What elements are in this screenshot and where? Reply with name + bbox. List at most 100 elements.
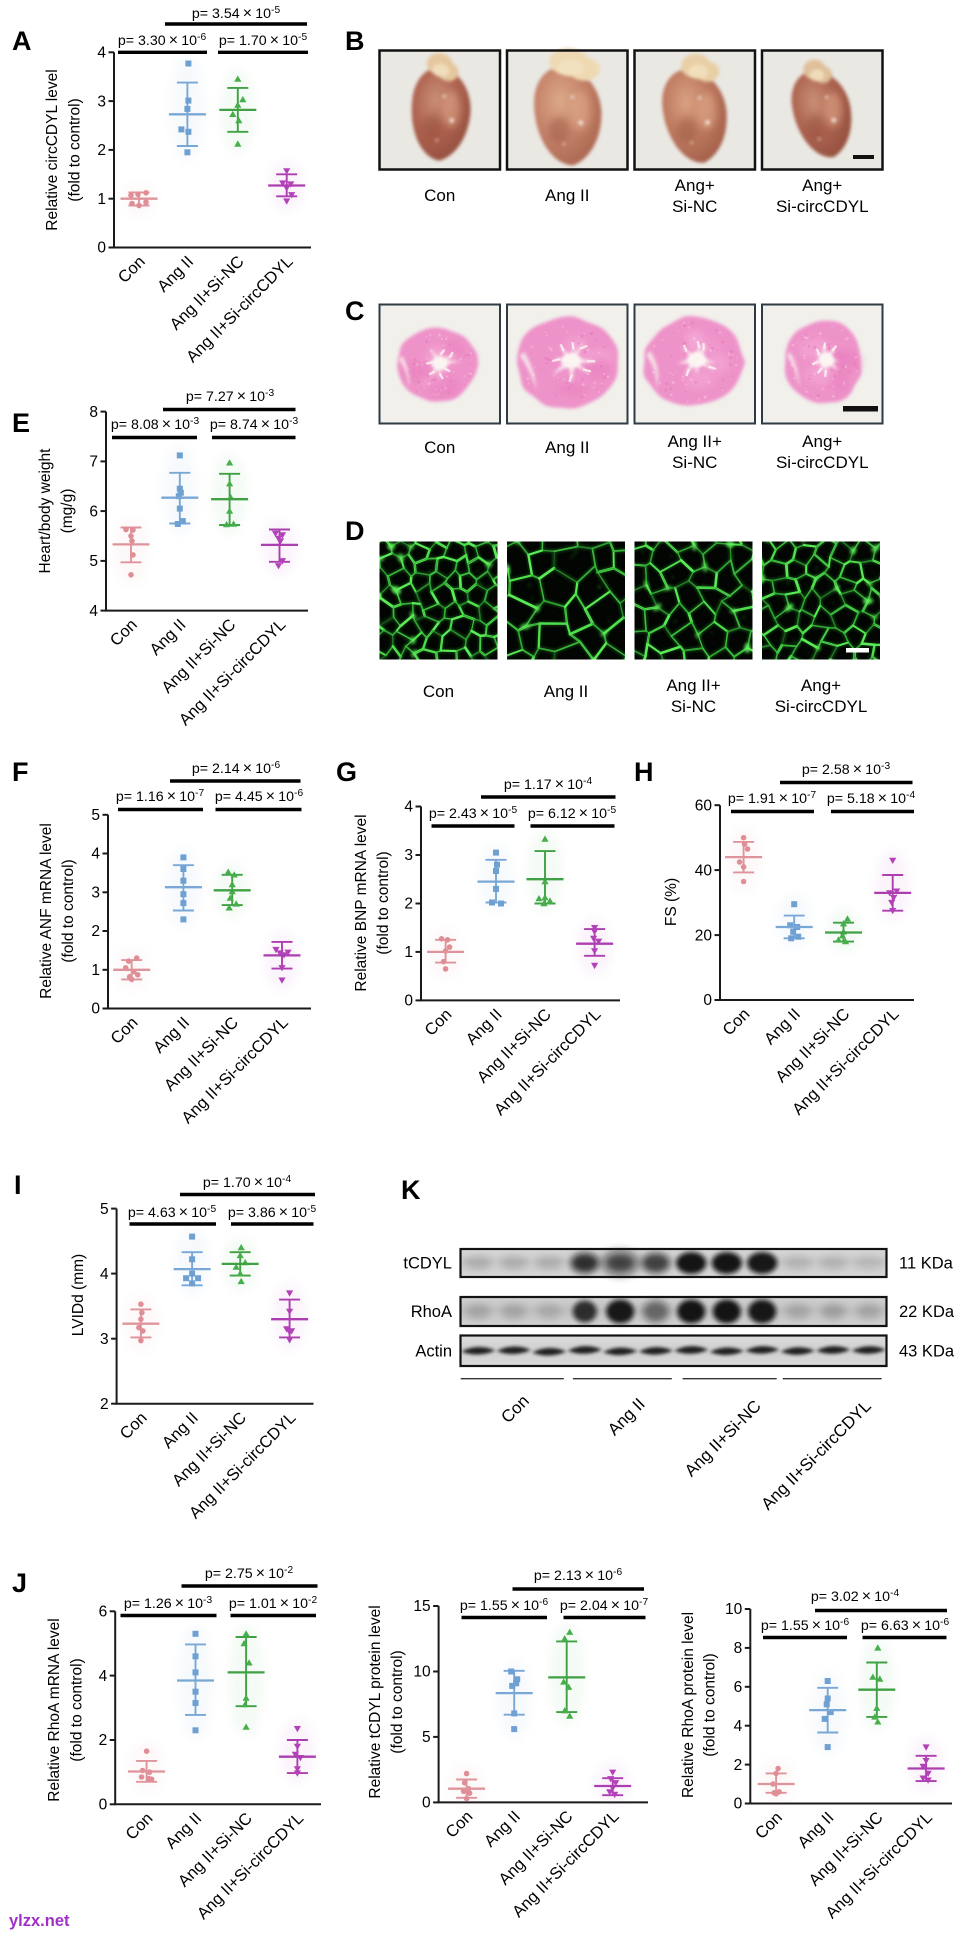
svg-text:p= 3.30 × 10-6: p= 3.30 × 10-6 [118, 32, 207, 49]
svg-text:p= 1.70 × 10-5: p= 1.70 × 10-5 [219, 32, 308, 49]
svg-text:(fold to control): (fold to control) [67, 98, 84, 201]
svg-text:6: 6 [99, 1604, 108, 1621]
svg-text:p= 4.63 × 10-5: p= 4.63 × 10-5 [128, 1204, 217, 1221]
svg-text:p= 1.55 × 10-6: p= 1.55 × 10-6 [460, 1597, 549, 1614]
svg-text:Ang+: Ang+ [801, 676, 841, 695]
svg-text:ylzx.net: ylzx.net [9, 1912, 70, 1930]
svg-text:Ang+: Ang+ [802, 176, 842, 195]
svg-text:B: B [345, 26, 365, 56]
svg-text:p= 3.02 × 10-4: p= 3.02 × 10-4 [811, 1588, 900, 1605]
svg-text:2: 2 [91, 923, 100, 940]
svg-text:Si-NC: Si-NC [672, 453, 717, 472]
svg-text:3: 3 [100, 1331, 109, 1348]
svg-text:0: 0 [99, 1797, 108, 1814]
svg-text:p= 1.91 × 10-7: p= 1.91 × 10-7 [728, 790, 817, 807]
svg-text:Ang II+: Ang II+ [668, 432, 722, 451]
svg-text:LVIDd (mm): LVIDd (mm) [70, 1254, 87, 1336]
svg-text:Relative tCDYL protein level: Relative tCDYL protein level [367, 1605, 384, 1798]
svg-text:Relative ANF mRNA level: Relative ANF mRNA level [38, 823, 55, 999]
svg-text:8: 8 [89, 404, 98, 421]
svg-text:D: D [345, 516, 365, 546]
svg-text:0: 0 [703, 992, 712, 1009]
svg-text:4: 4 [734, 1718, 743, 1735]
svg-text:11 KDa: 11 KDa [899, 1255, 954, 1273]
svg-text:Si-NC: Si-NC [672, 197, 717, 216]
svg-text:Heart/body weight: Heart/body weight [37, 448, 54, 574]
svg-text:p= 2.43 × 10-5: p= 2.43 × 10-5 [429, 805, 518, 822]
svg-text:Si-NC: Si-NC [671, 697, 716, 716]
svg-text:C: C [345, 296, 365, 326]
svg-text:p= 3.54 × 10-5: p= 3.54 × 10-5 [192, 5, 281, 22]
svg-text:H: H [634, 757, 654, 787]
svg-text:A: A [12, 26, 32, 56]
svg-text:Relative RhoA protein level: Relative RhoA protein level [680, 1612, 697, 1798]
svg-text:(mg/g): (mg/g) [59, 489, 76, 534]
svg-text:6: 6 [734, 1679, 743, 1696]
svg-text:Con: Con [423, 682, 454, 701]
svg-text:K: K [401, 1175, 421, 1205]
svg-text:5: 5 [422, 1729, 431, 1746]
svg-text:0: 0 [97, 240, 106, 257]
svg-text:0: 0 [91, 1001, 100, 1018]
svg-text:5: 5 [91, 807, 100, 824]
svg-text:Con: Con [424, 438, 455, 457]
svg-text:p= 3.86 × 10-5: p= 3.86 × 10-5 [228, 1204, 317, 1221]
svg-text:p= 2.13 × 10-6: p= 2.13 × 10-6 [534, 1567, 623, 1584]
svg-text:10: 10 [413, 1664, 431, 1681]
svg-text:p= 2.75 × 10-2: p= 2.75 × 10-2 [205, 1565, 294, 1582]
svg-text:6: 6 [89, 503, 98, 520]
svg-text:Relative RhoA mRNA level: Relative RhoA mRNA level [46, 1618, 63, 1802]
svg-text:Actin: Actin [415, 1343, 452, 1361]
svg-text:Ang II: Ang II [545, 186, 589, 205]
svg-text:E: E [12, 408, 30, 438]
svg-text:Ang II+: Ang II+ [666, 676, 720, 695]
svg-text:Ang+: Ang+ [802, 432, 842, 451]
svg-text:15: 15 [413, 1598, 430, 1615]
svg-text:43 KDa: 43 KDa [899, 1343, 955, 1361]
svg-text:1: 1 [97, 191, 106, 208]
svg-text:2: 2 [100, 1396, 109, 1413]
svg-text:5: 5 [89, 553, 98, 570]
svg-text:p= 8.08 × 10-3: p= 8.08 × 10-3 [111, 416, 200, 433]
svg-text:4: 4 [91, 846, 100, 863]
svg-text:4: 4 [97, 45, 106, 62]
svg-text:4: 4 [404, 799, 413, 816]
svg-text:RhoA: RhoA [411, 1303, 452, 1321]
svg-text:p= 1.17 × 10-4: p= 1.17 × 10-4 [504, 776, 593, 793]
svg-text:(fold to control): (fold to control) [375, 851, 392, 954]
svg-text:p= 8.74 × 10-3: p= 8.74 × 10-3 [210, 416, 299, 433]
svg-text:Relative circCDYL level: Relative circCDYL level [44, 69, 61, 230]
svg-text:60: 60 [695, 797, 713, 814]
svg-text:(fold to control): (fold to control) [69, 1658, 86, 1761]
svg-text:Relative BNP mRNA level: Relative BNP mRNA level [353, 814, 370, 991]
svg-text:7: 7 [89, 454, 98, 471]
svg-text:Ang II: Ang II [545, 438, 589, 457]
svg-text:F: F [12, 757, 29, 787]
svg-text:p= 1.70 × 10-4: p= 1.70 × 10-4 [203, 1174, 292, 1191]
svg-text:J: J [12, 1568, 27, 1598]
svg-text:(fold to control): (fold to control) [389, 1650, 406, 1753]
svg-text:4: 4 [89, 603, 98, 620]
svg-text:5: 5 [100, 1201, 109, 1218]
svg-text:tCDYL: tCDYL [403, 1255, 452, 1273]
svg-text:4: 4 [99, 1668, 108, 1685]
svg-text:p= 5.18 × 10-4: p= 5.18 × 10-4 [827, 790, 916, 807]
svg-text:20: 20 [695, 927, 713, 944]
svg-text:p= 6.63 × 10-6: p= 6.63 × 10-6 [861, 1617, 950, 1634]
svg-text:40: 40 [695, 862, 713, 879]
svg-text:2: 2 [734, 1757, 743, 1774]
svg-text:p= 1.01 × 10-2: p= 1.01 × 10-2 [229, 1595, 318, 1612]
svg-text:G: G [336, 757, 357, 787]
svg-text:p= 1.26 × 10-3: p= 1.26 × 10-3 [124, 1595, 213, 1612]
svg-text:p= 4.45 × 10-6: p= 4.45 × 10-6 [215, 788, 304, 805]
svg-text:p= 2.14 × 10-6: p= 2.14 × 10-6 [192, 760, 281, 777]
svg-text:Ang II: Ang II [544, 682, 588, 701]
svg-text:22 KDa: 22 KDa [899, 1303, 955, 1321]
svg-text:p= 6.12 × 10-5: p= 6.12 × 10-5 [528, 805, 617, 822]
svg-text:Si-circCDYL: Si-circCDYL [775, 697, 868, 716]
svg-text:3: 3 [404, 847, 413, 864]
svg-text:p= 7.27 × 10-3: p= 7.27 × 10-3 [186, 388, 275, 405]
svg-text:p= 2.58 × 10-3: p= 2.58 × 10-3 [802, 761, 891, 778]
svg-text:8: 8 [734, 1640, 743, 1657]
svg-text:1: 1 [404, 944, 413, 961]
